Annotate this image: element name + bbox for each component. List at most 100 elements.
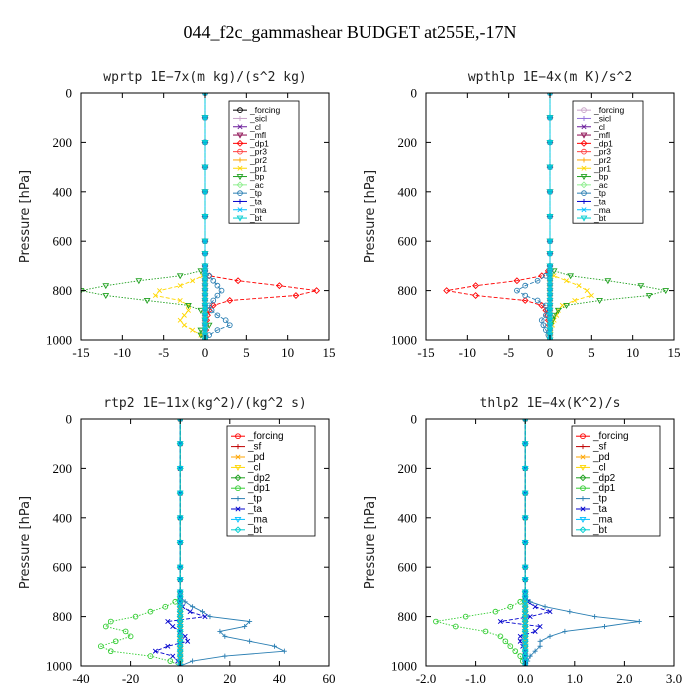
x-tick-label: -5 — [158, 345, 169, 360]
data-point-ta — [497, 619, 503, 625]
data-point-bp — [135, 278, 143, 285]
data-point-dp1 — [313, 287, 321, 295]
data-point-bt — [176, 642, 184, 650]
data-point-tp — [217, 628, 223, 634]
legend-marker — [235, 444, 241, 450]
data-point-bt — [201, 293, 209, 300]
legend-entry-pr1: _pr1 — [593, 163, 611, 173]
data-point-bp — [563, 302, 570, 309]
data-point-pr1 — [177, 297, 183, 303]
y-tick-label: 200 — [53, 461, 73, 476]
y-tick-label: 1000 — [46, 333, 72, 348]
series-plot-area — [81, 93, 321, 340]
legend-entry-ta: _ta — [592, 504, 607, 515]
data-point-bp — [645, 293, 653, 300]
data-point-bt — [176, 623, 184, 630]
x-tick-label: 40 — [273, 671, 286, 686]
legend-entry-sicl: _sicl — [249, 113, 267, 123]
data-point-dp1 — [497, 633, 504, 640]
data-point-bt — [201, 322, 209, 329]
legend: _forcing_sicl_cl_mfl_dp1_pr3_pr2_pr1_bp_… — [228, 100, 300, 224]
legend-entry-ma: _ma — [592, 514, 613, 525]
legend-entry-sf: _sf — [247, 442, 262, 453]
legend-marker — [237, 148, 243, 155]
data-point-ta — [185, 638, 191, 644]
data-point-bt — [521, 608, 529, 616]
data-point-bt — [176, 647, 184, 655]
data-point-bt — [176, 588, 184, 596]
data-point-bt — [201, 317, 209, 324]
data-point-bt — [176, 440, 184, 448]
data-point-bt — [546, 293, 554, 300]
legend-entry-pr1: _pr1 — [249, 163, 267, 173]
legend-entry-pr2: _pr2 — [593, 155, 611, 165]
y-tick-label: 800 — [53, 283, 73, 298]
data-point-bt — [521, 440, 529, 448]
data-point-ta — [532, 604, 538, 610]
data-point-tp — [208, 307, 215, 314]
panel-title: wprtp 1E−7x(m kg)/(s^2 kg) — [103, 70, 307, 85]
series-line-tp — [516, 93, 551, 340]
legend-entry-ta: _ta — [247, 504, 262, 515]
data-point-dp1 — [472, 292, 480, 299]
data-point-bp — [637, 283, 645, 290]
data-point-bt — [521, 603, 529, 611]
data-point-ta — [517, 638, 523, 644]
x-tick-label: 10 — [626, 345, 639, 360]
data-point-dp1 — [492, 608, 499, 615]
data-point-pr1 — [181, 322, 187, 328]
x-tick-label: 15 — [323, 345, 336, 360]
data-point-ma — [547, 288, 553, 294]
data-point-bt — [546, 322, 554, 329]
data-point-bt — [521, 613, 529, 621]
data-point-ta — [170, 623, 176, 629]
data-point-dp1 — [507, 643, 514, 650]
data-point-bt — [201, 268, 209, 275]
data-point-tp — [222, 317, 229, 324]
data-point-bt — [201, 283, 209, 290]
legend-marker — [581, 207, 587, 213]
data-point-tp — [214, 327, 221, 333]
data-point-bt — [201, 298, 209, 304]
data-point-bp — [567, 273, 575, 280]
legend-marker — [581, 157, 587, 163]
data-point-bt — [201, 251, 209, 258]
legend-entry-bt: _bt — [592, 525, 607, 536]
data-point-ta — [202, 614, 208, 620]
legend-box — [228, 100, 300, 224]
data-point-dp1 — [433, 618, 439, 625]
data-point-tp — [200, 609, 206, 615]
data-point-tp — [522, 292, 529, 299]
data-point-tp — [190, 658, 196, 664]
data-point-tp — [562, 628, 568, 634]
legend-marker — [237, 207, 243, 213]
data-point-bt — [201, 288, 209, 295]
legend-entry-dp2: _dp2 — [247, 473, 271, 484]
data-point-ma — [547, 322, 553, 328]
legend-marker — [234, 526, 242, 534]
data-point-ta — [165, 643, 171, 649]
data-point-pr1 — [190, 327, 196, 333]
data-point-dp1 — [112, 638, 119, 645]
data-point-tp — [281, 648, 287, 654]
legend-marker — [234, 464, 242, 471]
data-point-pr1 — [152, 293, 158, 299]
data-point-dp1 — [107, 618, 114, 625]
data-point-tp — [538, 317, 545, 324]
series-line-ta — [154, 419, 206, 666]
data-point-ma — [547, 317, 553, 323]
data-point-tp — [214, 282, 221, 289]
legend: _forcing_sf_pd_cl_dp2_dp1_tp_ta_ma_bt — [571, 425, 661, 537]
data-point-bt — [201, 189, 209, 196]
data-point-bt — [546, 288, 554, 295]
legend-marker — [580, 454, 586, 460]
series-line-dp1 — [435, 419, 526, 666]
y-tick-label: 1000 — [391, 659, 417, 674]
panel-title: wpthlp 1E−4x(m K)/s^2 — [468, 70, 632, 85]
data-point-ta — [170, 653, 176, 659]
data-point-bt — [176, 632, 184, 640]
data-point-ma — [547, 293, 553, 299]
panel-title: thlp2 1E−4x(K^2)/s — [480, 396, 621, 411]
data-point-ma — [202, 251, 208, 257]
legend-entry-dp2: _dp2 — [592, 473, 616, 484]
